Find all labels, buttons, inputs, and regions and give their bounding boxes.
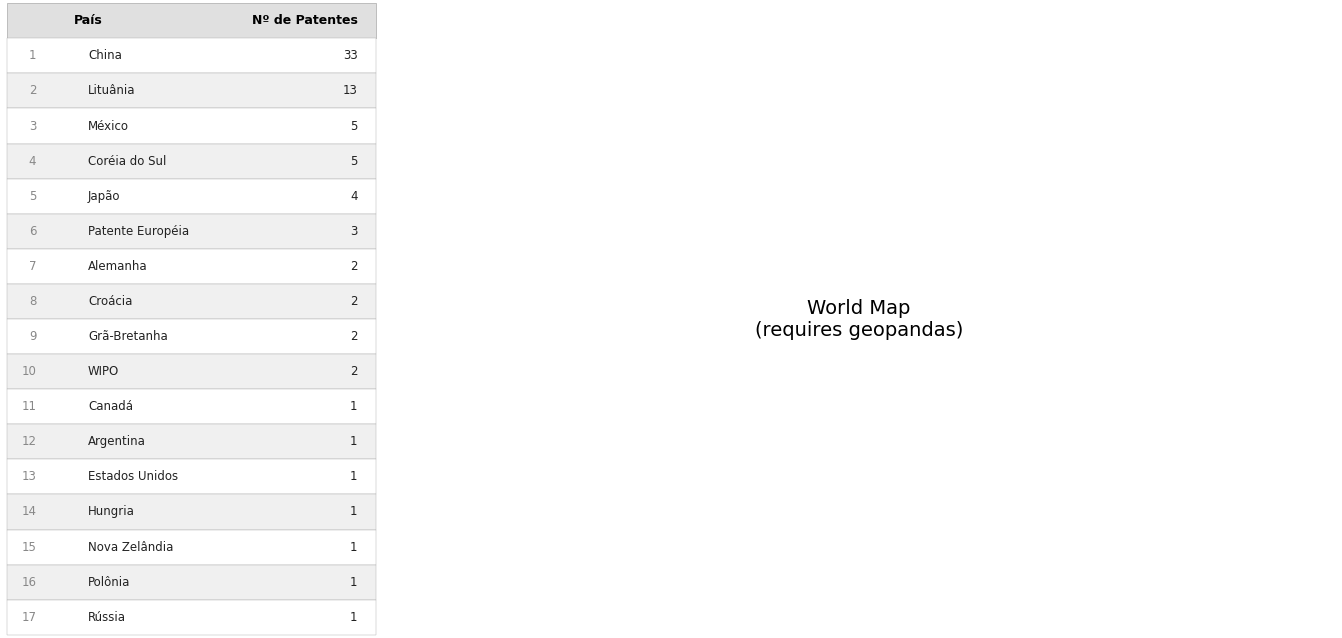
FancyBboxPatch shape [7,424,376,459]
Text: 3: 3 [350,225,357,238]
Text: 11: 11 [21,400,36,413]
FancyBboxPatch shape [7,354,376,389]
Text: 5: 5 [30,189,36,203]
FancyBboxPatch shape [7,73,376,108]
Text: 33: 33 [344,49,357,63]
FancyBboxPatch shape [7,214,376,249]
FancyBboxPatch shape [7,389,376,424]
Text: 5: 5 [350,154,357,168]
FancyBboxPatch shape [7,284,376,319]
Text: 1: 1 [350,575,357,589]
Text: 12: 12 [21,435,36,449]
Text: 3: 3 [30,119,36,133]
Text: Coréia do Sul: Coréia do Sul [89,154,166,168]
Text: Polônia: Polônia [89,575,130,589]
Text: 13: 13 [21,470,36,484]
Text: China: China [89,49,122,63]
Text: Lituânia: Lituânia [89,84,136,98]
Text: Estados Unidos: Estados Unidos [89,470,178,484]
Text: Grã-Bretanha: Grã-Bretanha [89,330,168,343]
Text: 1: 1 [350,611,357,624]
FancyBboxPatch shape [7,179,376,214]
Text: Croácia: Croácia [89,295,133,308]
Text: 1: 1 [350,505,357,519]
Text: 1: 1 [28,49,36,63]
Text: Argentina: Argentina [89,435,146,449]
Text: 10: 10 [21,365,36,378]
Text: 5: 5 [350,119,357,133]
Text: 2: 2 [350,295,357,308]
FancyBboxPatch shape [7,319,376,354]
Text: 8: 8 [30,295,36,308]
Text: 7: 7 [28,260,36,273]
Text: Canadá: Canadá [89,400,133,413]
Text: 17: 17 [21,611,36,624]
Text: 15: 15 [21,540,36,554]
FancyBboxPatch shape [7,565,376,600]
FancyBboxPatch shape [7,3,376,38]
Text: 1: 1 [350,400,357,413]
Text: Rússia: Rússia [89,611,126,624]
Text: 1: 1 [350,540,357,554]
Text: País: País [74,14,102,27]
FancyBboxPatch shape [7,459,376,494]
Text: 4: 4 [350,189,357,203]
Text: 2: 2 [350,260,357,273]
FancyBboxPatch shape [7,249,376,284]
Text: 6: 6 [28,225,36,238]
Text: Nova Zelândia: Nova Zelândia [89,540,173,554]
Text: México: México [89,119,129,133]
Text: 1: 1 [350,435,357,449]
Text: 4: 4 [28,154,36,168]
FancyBboxPatch shape [7,38,376,73]
FancyBboxPatch shape [7,494,376,530]
Text: 2: 2 [350,330,357,343]
FancyBboxPatch shape [7,144,376,179]
Text: 9: 9 [28,330,36,343]
Text: Patente Européia: Patente Européia [89,225,189,238]
Text: 16: 16 [21,575,36,589]
Text: 2: 2 [350,365,357,378]
FancyBboxPatch shape [7,600,376,635]
Text: 13: 13 [342,84,357,98]
Text: Hungria: Hungria [89,505,134,519]
Text: Japão: Japão [89,189,121,203]
Text: World Map
(requires geopandas): World Map (requires geopandas) [754,299,964,339]
Text: Alemanha: Alemanha [89,260,148,273]
Text: 2: 2 [28,84,36,98]
Text: 1: 1 [350,470,357,484]
FancyBboxPatch shape [7,530,376,565]
Text: WIPO: WIPO [89,365,119,378]
FancyBboxPatch shape [7,108,376,144]
Text: Nº de Patentes: Nº de Patentes [252,14,357,27]
Text: 14: 14 [21,505,36,519]
